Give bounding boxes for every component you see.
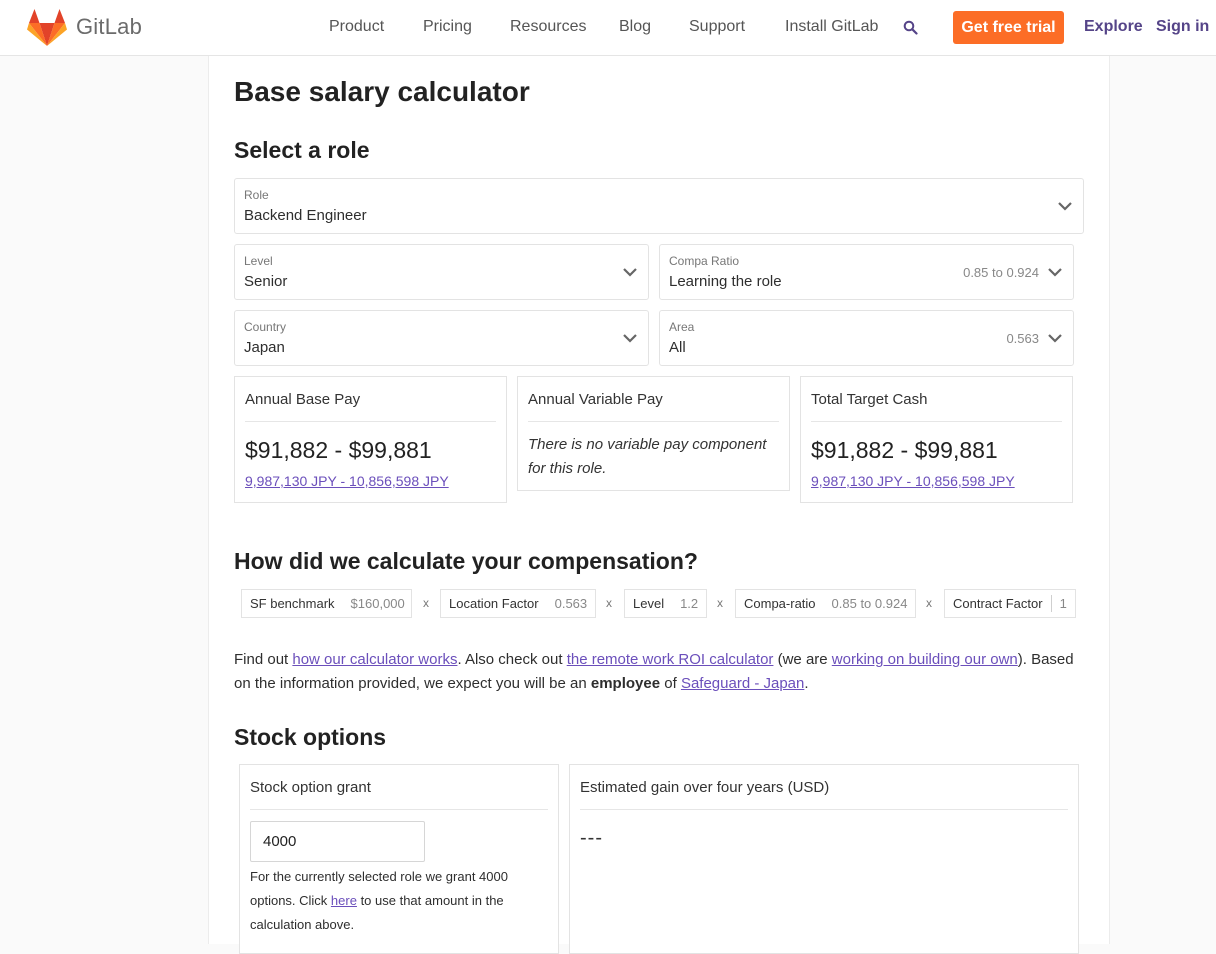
role-select[interactable]: Role Backend Engineer [234, 178, 1084, 234]
role-value: Backend Engineer [244, 207, 367, 224]
text: Find out [234, 651, 293, 668]
chevron-down-icon [623, 268, 637, 277]
total-target-cash-local-link[interactable]: 9,987,130 JPY - 10,856,598 JPY [811, 473, 1015, 489]
use-grant-link[interactable]: here [330, 893, 357, 908]
divider [580, 809, 1068, 810]
get-free-trial-button[interactable]: Get free trial [953, 11, 1064, 44]
annual-base-pay-local-link[interactable]: 9,987,130 JPY - 10,856,598 JPY [245, 473, 449, 489]
country-value: Japan [244, 339, 285, 356]
calculator-info-paragraph: Find out how our calculator works. Also … [234, 648, 1084, 696]
area-value: All [669, 339, 686, 356]
stock-options-heading: Stock options [234, 724, 387, 750]
level-label: Level [244, 254, 273, 268]
multiply-sign: x [423, 596, 429, 610]
chevron-down-icon [623, 334, 637, 343]
stock-option-grant-title: Stock option grant [250, 779, 371, 796]
chip-name: Contract Factor [953, 596, 1043, 611]
total-target-cash-amount: $91,882 - $99,881 [811, 437, 998, 463]
stock-option-grant-input[interactable] [250, 821, 425, 862]
text: . Also check out [457, 651, 567, 668]
text: ). Based on the information provided, we… [234, 651, 1074, 692]
site-header: GitLab Product Pricing Resources Blog Su… [0, 0, 1216, 56]
chevron-down-icon [1048, 268, 1062, 277]
nav-explore[interactable]: Explore [1084, 18, 1143, 35]
nav-sign-in[interactable]: Sign in [1156, 18, 1210, 35]
formula-chip-location-factor: Location Factor 0.563 [440, 589, 596, 618]
stock-option-note: For the currently selected role we grant… [250, 865, 540, 937]
level-value: Senior [244, 273, 288, 290]
how-calculator-works-link[interactable]: how our calculator works [292, 651, 458, 668]
nav-support[interactable]: Support [689, 18, 746, 35]
variable-pay-note: There is no variable pay component for t… [528, 436, 767, 477]
chip-value: 1.2 [680, 596, 699, 611]
estimated-gain-title: Estimated gain over four years (USD) [580, 779, 830, 796]
divider [245, 421, 496, 422]
compa-ratio-range: 0.85 to 0.924 [963, 265, 1039, 280]
nav-install-gitlab[interactable]: Install GitLab [785, 18, 879, 35]
text: of [660, 675, 681, 692]
nav-blog[interactable]: Blog [619, 18, 652, 35]
country-label: Country [244, 320, 287, 334]
employment-type: employee [590, 675, 661, 692]
estimated-gain-card: Estimated gain over four years (USD) --- [569, 764, 1079, 954]
chevron-down-icon [1058, 202, 1072, 211]
chip-value: 0.85 to 0.924 [831, 596, 908, 611]
chip-value: $160,000 [350, 596, 405, 611]
country-select[interactable]: Country Japan [234, 310, 649, 366]
working-on-building-link[interactable]: working on building our own [831, 651, 1018, 668]
text: to use that amount in the calculation ab… [250, 893, 504, 932]
text: For the currently selected role we grant… [250, 869, 508, 908]
stock-option-grant-card: Stock option grant For the currently sel… [239, 764, 559, 954]
page-title: Base salary calculator [234, 76, 530, 107]
annual-variable-pay-card: Annual Variable Pay There is no variable… [517, 376, 790, 491]
multiply-sign: x [717, 596, 723, 610]
formula-chip-level: Level 1.2 [624, 589, 707, 618]
area-select[interactable]: Area All 0.563 [659, 310, 1074, 366]
nav-resources[interactable]: Resources [510, 18, 587, 35]
annual-variable-pay-title: Annual Variable Pay [528, 391, 663, 408]
nav-pricing[interactable]: Pricing [423, 18, 472, 35]
nav-product[interactable]: Product [329, 18, 385, 35]
compa-ratio-value: Learning the role [669, 273, 782, 290]
formula-chip-sf-benchmark: SF benchmark $160,000 [241, 589, 412, 618]
level-select[interactable]: Level Senior [234, 244, 649, 300]
role-label: Role [244, 188, 269, 202]
multiply-sign: x [926, 596, 932, 610]
annual-base-pay-amount: $91,882 - $99,881 [245, 437, 432, 463]
divider [1050, 595, 1052, 612]
text: . [804, 675, 809, 692]
multiply-sign: x [606, 596, 612, 610]
compa-ratio-select[interactable]: Compa Ratio Learning the role 0.85 to 0.… [659, 244, 1074, 300]
total-target-cash-title: Total Target Cash [811, 391, 928, 408]
chevron-down-icon [1048, 334, 1062, 343]
formula-chip-contract-factor: Contract Factor 1 [944, 589, 1076, 618]
total-target-cash-card: Total Target Cash $91,882 - $99,881 9,98… [800, 376, 1073, 503]
search-icon[interactable] [903, 20, 918, 35]
formula-chip-compa-ratio: Compa-ratio 0.85 to 0.924 [735, 589, 916, 618]
logo-text[interactable]: GitLab [76, 14, 143, 39]
chip-name: SF benchmark [250, 596, 335, 611]
divider [811, 421, 1062, 422]
text: (we are [773, 651, 832, 668]
chip-value: 1 [1059, 596, 1067, 611]
calculation-heading: How did we calculate your compensation? [234, 548, 698, 574]
area-factor: 0.563 [1006, 331, 1039, 346]
chip-name: Level [633, 596, 665, 611]
gitlab-logo-icon[interactable] [27, 9, 67, 47]
select-role-heading: Select a role [234, 137, 370, 163]
entity-link[interactable]: Safeguard - Japan [680, 675, 805, 692]
remote-work-roi-link[interactable]: the remote work ROI calculator [566, 651, 774, 668]
annual-base-pay-card: Annual Base Pay $91,882 - $99,881 9,987,… [234, 376, 507, 503]
divider [528, 421, 779, 422]
area-label: Area [669, 320, 695, 334]
compa-ratio-label: Compa Ratio [669, 254, 740, 268]
estimated-gain-value: --- [580, 827, 603, 849]
divider [250, 809, 548, 810]
chip-value: 0.563 [554, 596, 588, 611]
annual-base-pay-title: Annual Base Pay [245, 391, 361, 408]
chip-name: Location Factor [449, 596, 539, 611]
chip-name: Compa-ratio [744, 596, 816, 611]
